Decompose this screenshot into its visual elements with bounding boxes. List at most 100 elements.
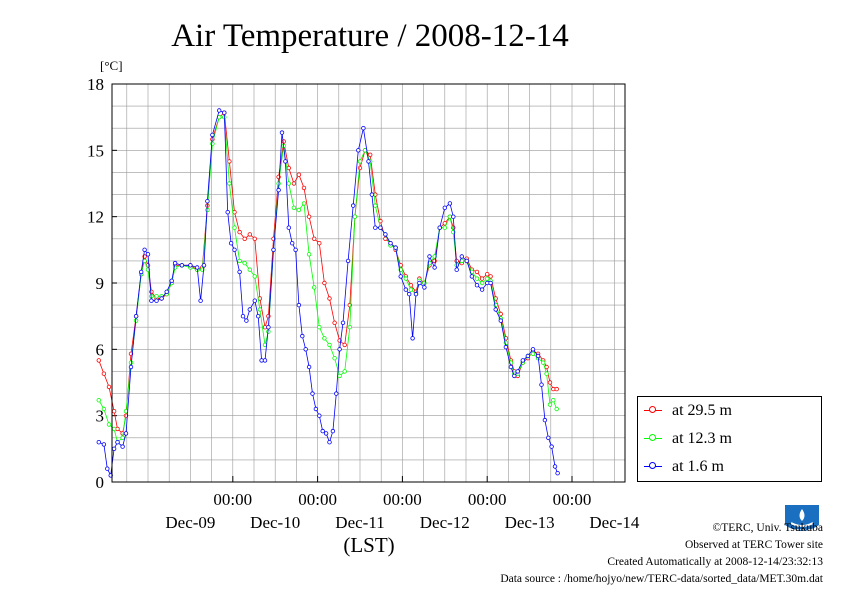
data-point (142, 247, 147, 252)
data-point (378, 225, 383, 230)
x-date-label: Dec-09 (165, 513, 215, 532)
legend-swatch-marker (649, 462, 656, 469)
data-point (530, 351, 536, 356)
x-tick-label: 00:00 (553, 490, 592, 509)
legend-item: at 1.6 m (638, 457, 821, 477)
credit-created: Created Automatically at 2008-12-14/23:3… (607, 556, 823, 568)
data-point (111, 409, 117, 414)
credit-site: Observed at TERC Tower site (684, 539, 823, 551)
data-point (340, 320, 346, 325)
y-tick-label: 15 (87, 141, 104, 160)
chart-title: Air Temperature / 2008-12-14 (171, 18, 569, 54)
data-point (301, 185, 307, 191)
data-point (266, 325, 271, 330)
data-point (451, 214, 456, 219)
data-point (317, 240, 322, 246)
data-point (393, 245, 398, 250)
data-point (554, 386, 559, 392)
data-point (332, 356, 337, 361)
data-point (469, 274, 475, 279)
legend-label: at 1.6 m (672, 458, 724, 475)
data-point (351, 203, 356, 208)
data-point (306, 252, 312, 257)
data-point (479, 280, 485, 286)
data-point (332, 320, 337, 325)
data-point (464, 258, 469, 264)
data-point (437, 225, 442, 230)
data-point (205, 198, 210, 204)
data-point (210, 141, 215, 146)
data-point (447, 201, 453, 206)
data-point (279, 130, 285, 135)
grid-lines (112, 84, 625, 482)
data-point (242, 236, 247, 241)
data-point (303, 347, 308, 352)
logo-label: TERC (792, 529, 811, 536)
data-point (520, 358, 525, 363)
data-point (369, 192, 375, 197)
data-point (337, 347, 342, 352)
data-point (427, 254, 432, 259)
x-tick-label: 00:00 (213, 490, 252, 509)
data-point (101, 371, 107, 376)
legend-label: at 29.5 m (672, 402, 732, 419)
data-point (547, 380, 553, 385)
data-point (357, 165, 363, 171)
data-point (383, 232, 388, 237)
data-point (257, 307, 263, 312)
plot-frame (111, 83, 626, 483)
data-point (232, 247, 237, 252)
data-point (535, 353, 541, 359)
data-point (291, 205, 297, 210)
y-tick-label: 3 (96, 407, 105, 426)
data-point (352, 214, 358, 219)
data-point (222, 110, 227, 115)
data-point (327, 342, 332, 348)
data-point (247, 307, 252, 312)
x-date-label: Dec-12 (420, 513, 470, 532)
y-tick-label: 6 (96, 340, 105, 359)
data-point (342, 342, 347, 348)
data-point (474, 283, 480, 288)
data-point (403, 287, 408, 292)
data-point (159, 296, 164, 301)
data-point (291, 181, 297, 186)
data-point (512, 373, 517, 379)
data-point (128, 364, 134, 370)
data-point (320, 428, 325, 434)
data-point (552, 464, 558, 469)
data-point (546, 435, 551, 440)
data-point (330, 428, 336, 434)
data-point (312, 285, 317, 290)
data-point (286, 181, 291, 186)
data-point (154, 294, 159, 299)
data-point (334, 391, 339, 396)
data-point (301, 201, 307, 206)
data-point (96, 398, 101, 403)
data-point (373, 225, 378, 230)
data-point (145, 252, 151, 257)
data-point (342, 369, 347, 374)
data-point (262, 358, 268, 363)
data-point (111, 446, 117, 451)
data-point (485, 276, 490, 281)
series-group (96, 108, 560, 478)
data-point (442, 205, 447, 210)
data-point (106, 384, 112, 390)
data-point (281, 139, 286, 144)
data-point (357, 159, 363, 164)
data-point (530, 347, 536, 352)
data-point (247, 267, 252, 272)
data-point (306, 214, 312, 219)
data-point (549, 444, 554, 449)
data-point (228, 240, 234, 246)
data-point (454, 267, 459, 272)
data-point (225, 209, 230, 215)
data-point (310, 391, 315, 396)
data-point (96, 440, 101, 445)
data-point (366, 159, 371, 164)
legend-item: at 29.5 m (638, 401, 821, 421)
data-point (361, 125, 366, 131)
data-point (544, 371, 549, 376)
data-point (237, 229, 242, 235)
